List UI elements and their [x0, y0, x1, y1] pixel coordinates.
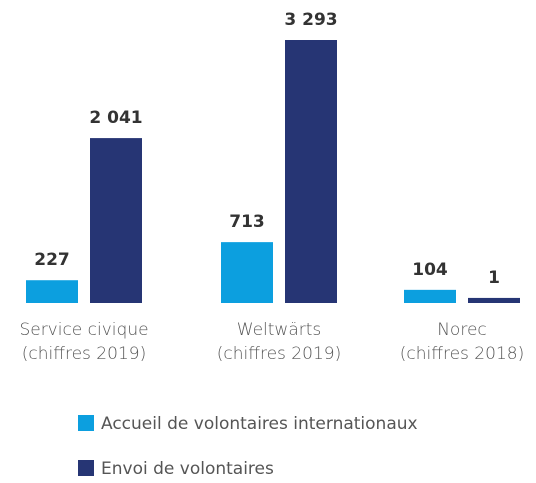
value-label: 104: [412, 260, 448, 280]
legend-swatch: [78, 460, 94, 476]
legend-label: Envoi de volontaires: [101, 459, 274, 479]
bar: [285, 40, 337, 303]
category-label: Norec: [437, 320, 487, 340]
category-label: Service civique: [19, 320, 148, 340]
legend-swatch: [78, 415, 94, 431]
bar: [468, 297, 520, 303]
value-label: 1: [488, 268, 500, 288]
category-label: (chiffres 2019): [22, 344, 146, 364]
category-label: Weltwärts: [237, 320, 322, 340]
category-label: (chiffres 2018): [400, 344, 524, 364]
value-label: 3 293: [284, 10, 337, 30]
category-label: (chiffres 2019): [217, 344, 341, 364]
legend-label: Accueil de volontaires internationaux: [101, 414, 418, 434]
value-label: 2 041: [89, 108, 142, 128]
value-label: 713: [229, 212, 265, 232]
bar: [404, 289, 456, 303]
value-label: 227: [34, 250, 70, 270]
bar: [26, 280, 78, 303]
bar: [90, 138, 142, 303]
bar: [221, 242, 273, 303]
